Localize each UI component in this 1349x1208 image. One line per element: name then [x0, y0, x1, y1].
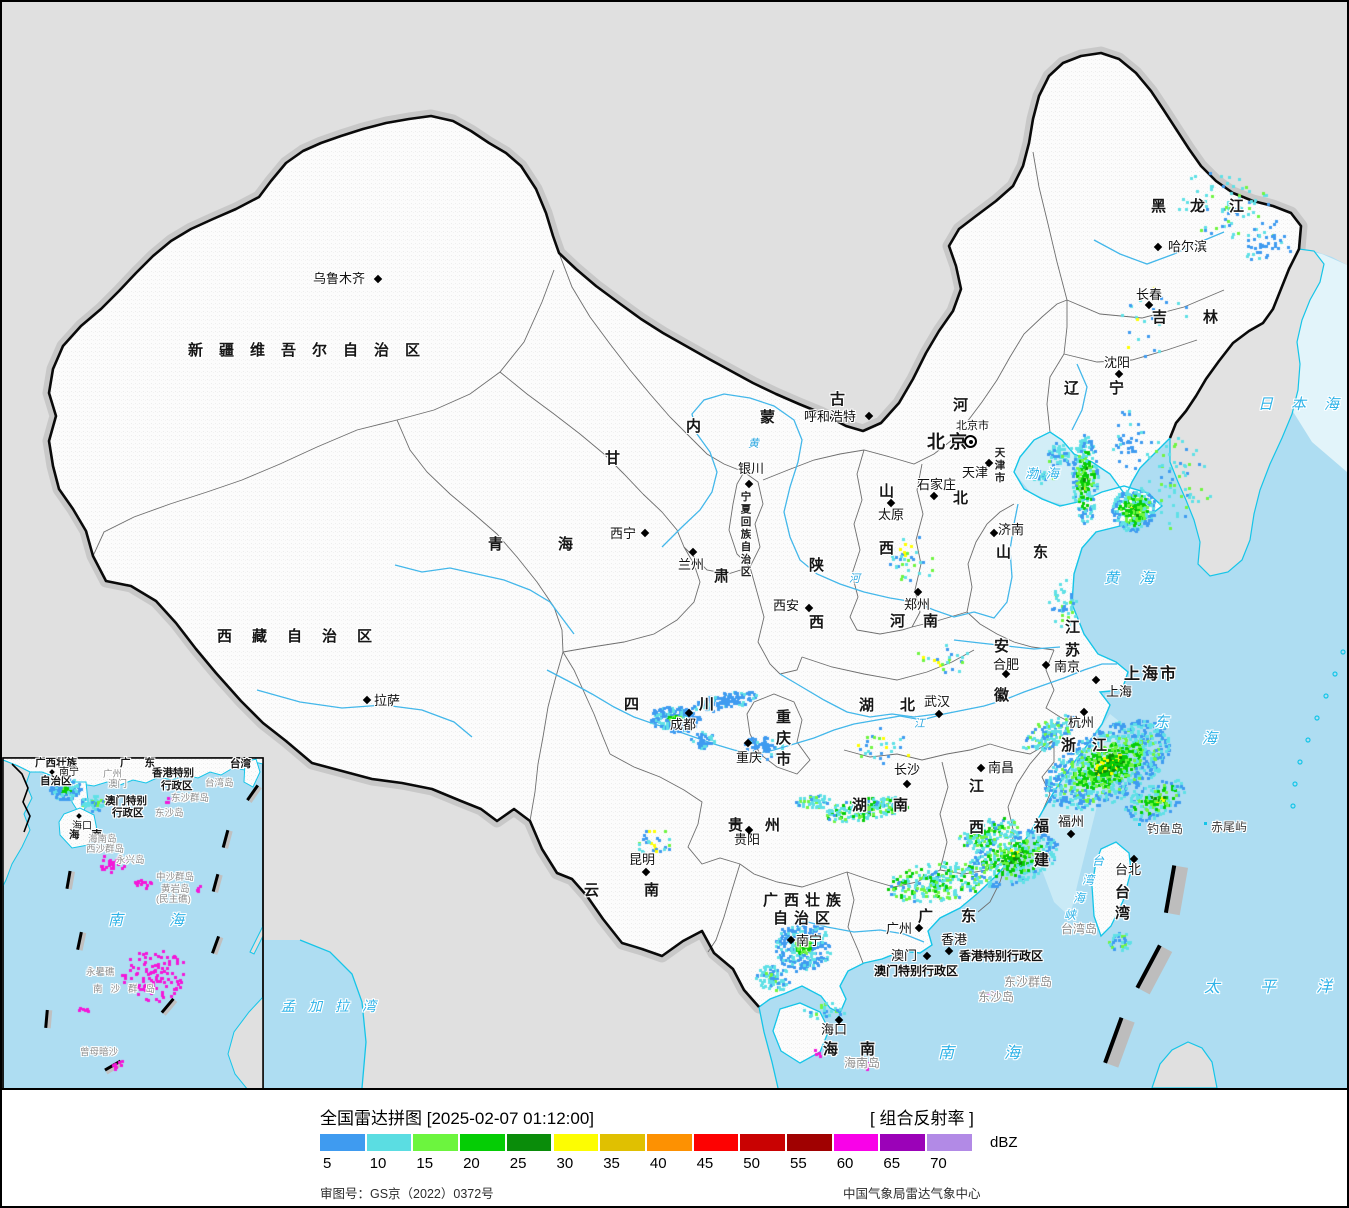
colorbar-swatch	[366, 1134, 412, 1151]
unit-label: dBZ	[990, 1134, 1018, 1151]
colorbar-tick: 10	[369, 1155, 387, 1172]
colorbar-swatch	[833, 1134, 879, 1151]
colorbar-tick: 30	[556, 1155, 574, 1172]
colorbar-swatch	[460, 1134, 505, 1151]
colorbar-swatch	[413, 1134, 459, 1151]
product-label: [ 组合反射率 ]	[870, 1109, 974, 1128]
colorbar-swatch	[880, 1134, 926, 1151]
radar-echo-layer	[2, 2, 1347, 1088]
colorbar-tick: 20	[463, 1155, 480, 1172]
colorbar-swatch	[787, 1134, 832, 1151]
colorbar-tick: 5	[323, 1155, 332, 1172]
china-radar-map: 黑龙江 吉林 辽宁内蒙古新疆维吾尔自治区 西藏自治区 青海甘肃宁夏回族自治区 陕西 山西 河北…	[2, 2, 1347, 1090]
colorbar-tick: 50	[743, 1155, 760, 1172]
approval-number: 审图号：GS京（2022）0372号	[320, 1187, 494, 1201]
colorbar-tick: 70	[930, 1155, 947, 1172]
colorbar-swatch	[553, 1134, 599, 1151]
colorbar-swatch	[646, 1134, 692, 1151]
colorbar-swatch	[740, 1134, 785, 1151]
map-title: 全国雷达拼图 [2025-02-07 01:12:00]	[320, 1109, 595, 1128]
colorbar-swatch	[927, 1134, 972, 1151]
colorbar-swatch	[320, 1134, 365, 1151]
colorbar-tick: 65	[883, 1155, 901, 1172]
colorbar-tick: 60	[836, 1155, 854, 1172]
colorbar-tick: 40	[649, 1155, 667, 1172]
colorbar-tick: 35	[603, 1155, 620, 1172]
colorbar-tick: 55	[790, 1155, 807, 1172]
data-source: 中国气象局雷达气象中心	[843, 1187, 981, 1201]
colorbar-swatch	[600, 1134, 645, 1151]
colorbar-swatch	[506, 1134, 552, 1151]
colorbar-tick: 45	[696, 1155, 714, 1172]
legend-panel: 全国雷达拼图 [2025-02-07 01:12:00] [ 组合反射率 ] d…	[2, 1090, 1347, 1206]
colorbar-tick: 25	[509, 1155, 527, 1172]
colorbar-tick: 15	[416, 1155, 434, 1172]
colorbar-swatch	[693, 1134, 739, 1151]
